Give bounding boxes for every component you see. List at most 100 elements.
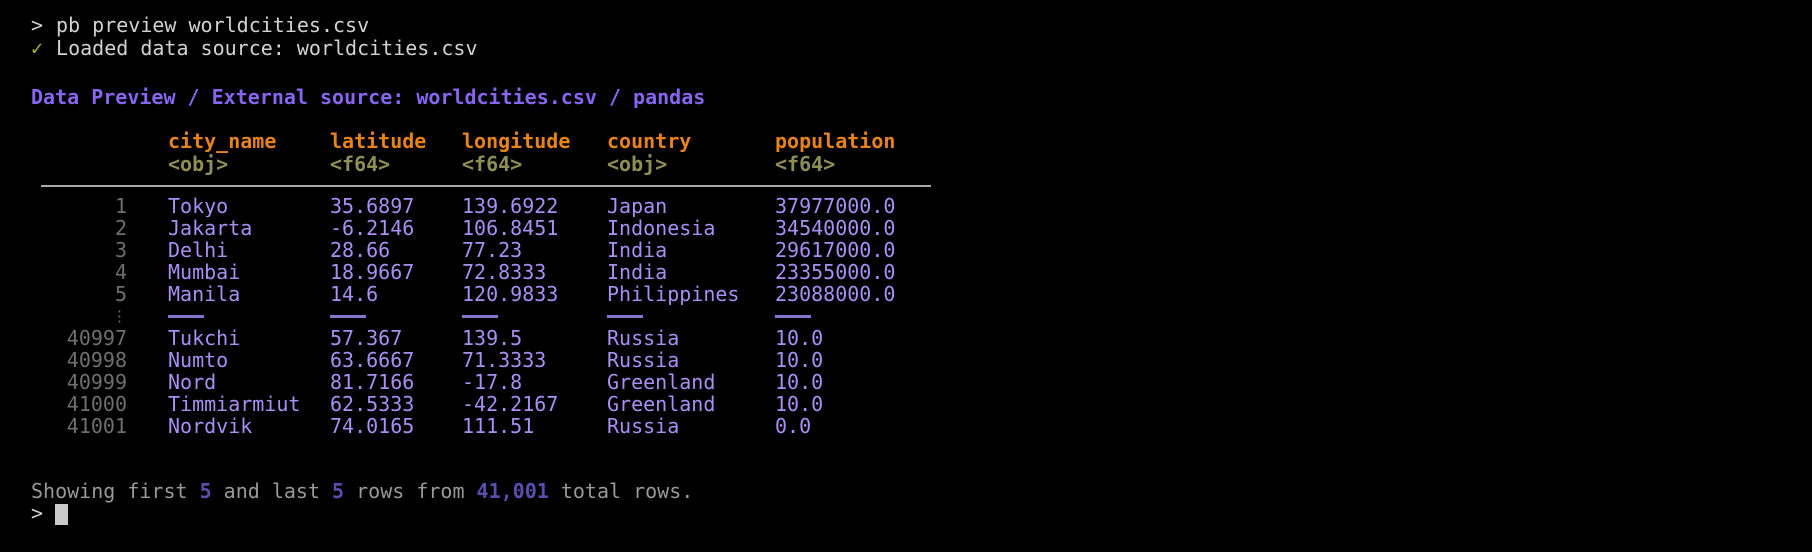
column-dtype-population: <f64>: [775, 153, 836, 176]
summary-text: and last: [211, 479, 333, 503]
table-row: 4 Mumbai 18.9667 72.8333 India 23355000.…: [31, 261, 1812, 283]
column-header-city-name: city_name: [168, 130, 277, 153]
cell-latitude: 74.0165: [330, 415, 415, 437]
row-index: 41000: [66, 393, 127, 415]
cell-city-name: Tokyo: [168, 195, 229, 217]
cell-city-name: Timmiarmiut: [168, 393, 301, 415]
table-row: 2 Jakarta -6.2146 106.8451 Indonesia 345…: [31, 217, 1812, 239]
cell-population: 10.0: [775, 327, 824, 349]
row-index: 1: [114, 195, 127, 217]
cell-longitude: 106.8451: [462, 217, 559, 239]
gap-dash-icon: [462, 314, 498, 318]
row-index: 40998: [66, 349, 127, 371]
row-index: 40997: [66, 327, 127, 349]
total-row-count: 41,001: [476, 479, 549, 503]
cell-latitude: 14.6: [330, 283, 379, 305]
cell-city-name: Delhi: [168, 239, 229, 261]
row-index: 40999: [66, 371, 127, 393]
text-cursor[interactable]: [55, 504, 69, 525]
row-index: 4: [114, 261, 127, 283]
row-index-header: [31, 130, 168, 153]
cell-city-name: Nord: [168, 371, 217, 393]
header-divider: [41, 185, 931, 187]
table-header-row: city_name latitude longitude country pop…: [31, 130, 1812, 153]
preview-title: Data Preview / External source: worldcit…: [31, 85, 706, 109]
summary-text: Showing first: [31, 479, 200, 503]
cell-country: India: [607, 239, 668, 261]
column-header-latitude: latitude: [330, 130, 427, 153]
status-text: Loaded data source: worldcities.csv: [56, 36, 478, 60]
row-count-summary: Showing first 5 and last 5 rows from 41,…: [31, 480, 1812, 502]
column-dtype-latitude: <f64>: [330, 153, 391, 176]
gap-dash-icon: [330, 314, 366, 318]
cell-population: 23088000.0: [775, 283, 896, 305]
table-row: 40997 Tukchi 57.367 139.5 Russia 10.0: [31, 327, 1812, 349]
cell-country: Russia: [607, 349, 680, 371]
prompt-chevron: >: [31, 13, 44, 37]
table-dtype-row: <obj> <f64> <f64> <obj> <f64>: [31, 153, 1812, 176]
summary-text: rows from: [344, 479, 477, 503]
row-index: 41001: [66, 415, 127, 437]
cell-latitude: -6.2146: [330, 217, 415, 239]
cell-longitude: 111.51: [462, 415, 535, 437]
column-dtype-longitude: <f64>: [462, 153, 523, 176]
last-row-count: 5: [332, 479, 345, 503]
check-icon: ✓: [31, 36, 44, 60]
cell-longitude: 72.8333: [462, 261, 547, 283]
cell-longitude: 77.23: [462, 239, 523, 261]
cell-country: Philippines: [607, 283, 740, 305]
cell-longitude: -42.2167: [462, 393, 559, 415]
cell-population: 29617000.0: [775, 239, 896, 261]
cell-latitude: 18.9667: [330, 261, 415, 283]
cell-longitude: 139.5: [462, 327, 523, 349]
table-row: 5 Manila 14.6 120.9833 Philippines 23088…: [31, 283, 1812, 305]
cell-latitude: 62.5333: [330, 393, 415, 415]
cell-population: 23355000.0: [775, 261, 896, 283]
cell-population: 10.0: [775, 393, 824, 415]
cell-latitude: 35.6897: [330, 195, 415, 217]
cell-city-name: Nordvik: [168, 415, 253, 437]
column-header-country: country: [607, 130, 692, 153]
cell-population: 34540000.0: [775, 217, 896, 239]
column-header-longitude: longitude: [462, 130, 571, 153]
cell-population: 0.0: [775, 415, 812, 437]
cell-longitude: 139.6922: [462, 195, 559, 217]
cell-longitude: 120.9833: [462, 283, 559, 305]
first-row-count: 5: [199, 479, 212, 503]
cell-longitude: -17.8: [462, 371, 523, 393]
cell-country: Japan: [607, 195, 668, 217]
command-line: > pb preview worldcities.csv: [31, 14, 1812, 37]
table-row: 3 Delhi 28.66 77.23 India 29617000.0: [31, 239, 1812, 261]
data-preview-table: city_name latitude longitude country pop…: [31, 130, 1812, 437]
cell-city-name: Numto: [168, 349, 229, 371]
cell-population: 10.0: [775, 371, 824, 393]
gap-dash-icon: [168, 314, 204, 318]
row-index: 5: [114, 283, 127, 305]
gap-dash-icon: [607, 314, 643, 318]
table-row: 40999 Nord 81.7166 -17.8 Greenland 10.0: [31, 371, 1812, 393]
summary-text: total rows.: [548, 479, 694, 503]
cell-country: Indonesia: [607, 217, 716, 239]
cell-city-name: Tukchi: [168, 327, 241, 349]
ellipsis-icon: ⋮: [112, 307, 127, 325]
status-line: ✓ Loaded data source: worldcities.csv: [31, 37, 1812, 60]
cell-latitude: 63.6667: [330, 349, 415, 371]
rows-gap-separator: ⋮: [31, 305, 1812, 327]
prompt-chevron: >: [31, 501, 44, 525]
cell-longitude: 71.3333: [462, 349, 547, 371]
cell-country: India: [607, 261, 668, 283]
cell-city-name: Jakarta: [168, 217, 253, 239]
column-header-population: population: [775, 130, 896, 153]
cell-country: Russia: [607, 327, 680, 349]
cell-country: Russia: [607, 415, 680, 437]
terminal-input-line[interactable]: >: [31, 502, 1812, 525]
column-dtype-country: <obj>: [607, 153, 668, 176]
table-row: 1 Tokyo 35.6897 139.6922 Japan 37977000.…: [31, 195, 1812, 217]
cell-country: Greenland: [607, 371, 716, 393]
row-index: 2: [114, 217, 127, 239]
cell-country: Greenland: [607, 393, 716, 415]
command-text: pb preview worldcities.csv: [56, 13, 370, 37]
cell-population: 37977000.0: [775, 195, 896, 217]
table-row: 40998 Numto 63.6667 71.3333 Russia 10.0: [31, 349, 1812, 371]
